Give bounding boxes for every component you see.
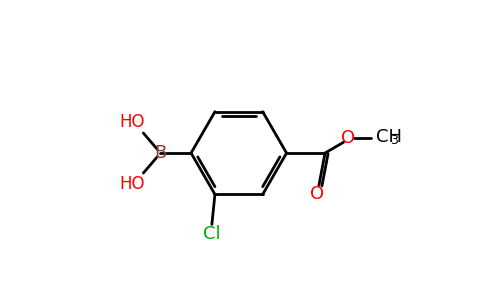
Text: Cl: Cl <box>203 225 221 243</box>
Text: HO: HO <box>120 113 145 131</box>
Text: O: O <box>310 185 324 203</box>
Text: B: B <box>154 144 166 162</box>
Text: CH: CH <box>376 128 402 146</box>
Text: HO: HO <box>120 175 145 193</box>
Text: O: O <box>341 129 355 147</box>
Text: 3: 3 <box>391 134 398 147</box>
